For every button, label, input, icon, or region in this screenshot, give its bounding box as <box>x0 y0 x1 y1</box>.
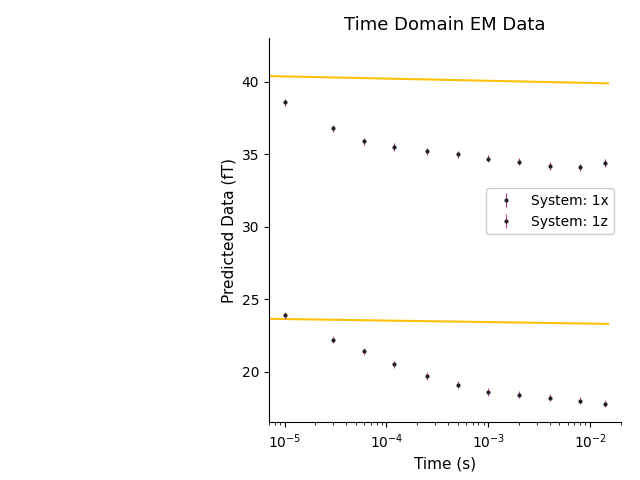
X-axis label: Time (s): Time (s) <box>413 456 476 471</box>
Y-axis label: Predicted Data (fT): Predicted Data (fT) <box>221 158 236 303</box>
Legend: System: 1x, System: 1z: System: 1x, System: 1z <box>486 188 614 234</box>
Title: Time Domain EM Data: Time Domain EM Data <box>344 16 545 34</box>
